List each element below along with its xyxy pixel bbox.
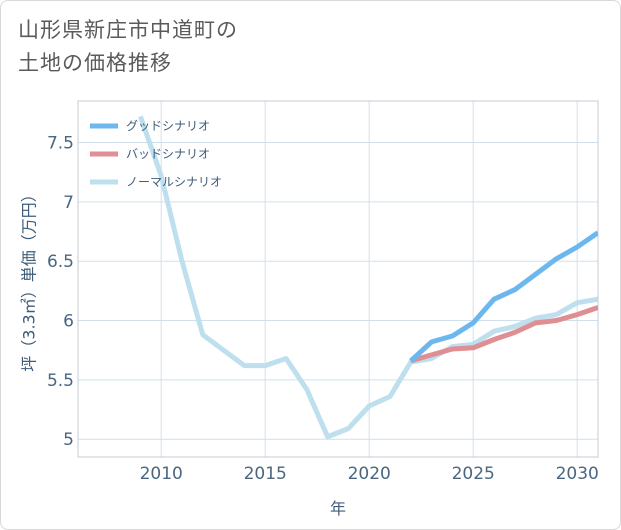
y-tick-label: 6.5 bbox=[47, 252, 74, 272]
y-axis-title: 坪（3.3㎡）単価（万円） bbox=[20, 186, 39, 371]
y-tick-label: 6 bbox=[63, 312, 74, 332]
series-line-1 bbox=[409, 230, 598, 363]
y-tick-label: 5.5 bbox=[47, 371, 74, 391]
x-tick-label: 2025 bbox=[452, 464, 495, 484]
x-tick-label: 2010 bbox=[140, 464, 183, 484]
legend-label: ノーマルシナリオ bbox=[126, 175, 222, 189]
x-tick-label: 2020 bbox=[348, 464, 391, 484]
series-line-3 bbox=[138, 115, 598, 440]
grid-lines bbox=[78, 101, 598, 457]
series-lines bbox=[138, 115, 598, 440]
plot-frame bbox=[77, 100, 599, 458]
legend-label: バッドシナリオ bbox=[126, 147, 210, 161]
x-tick-label: 2030 bbox=[556, 464, 599, 484]
x-tick-labels: 2010 2015 2020 2025 2030 bbox=[140, 464, 599, 484]
y-tick-labels: 5 5.5 6 6.5 7 7.5 bbox=[47, 134, 74, 451]
chart-title-line-1: 山形県新庄市中道町の bbox=[18, 18, 238, 42]
chart-title: 山形県新庄市中道町の 土地の価格推移 bbox=[18, 14, 438, 80]
chart-title-line-2: 土地の価格推移 bbox=[18, 51, 172, 75]
x-axis-title: 年 bbox=[330, 499, 346, 518]
legend-label: グッドシナリオ bbox=[126, 119, 210, 133]
series-line-2 bbox=[410, 305, 598, 364]
y-tick-label: 7.5 bbox=[47, 134, 74, 154]
x-tick-label: 2015 bbox=[244, 464, 287, 484]
y-tick-label: 7 bbox=[63, 193, 74, 213]
y-tick-label: 5 bbox=[63, 430, 74, 450]
